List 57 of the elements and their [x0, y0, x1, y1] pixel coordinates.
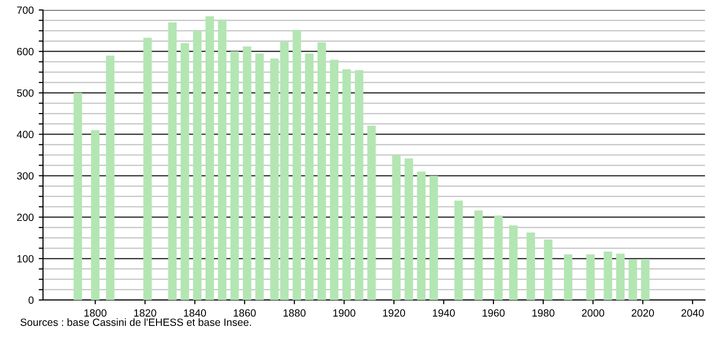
x-tick-label: 1980 [532, 309, 554, 317]
y-tick-label: 400 [16, 130, 34, 138]
x-tick-label: 1940 [432, 309, 455, 317]
bar [586, 254, 595, 300]
x-tick-label: 1860 [234, 309, 256, 317]
bar [255, 54, 264, 300]
y-tick-label: 500 [17, 89, 34, 97]
bar [367, 126, 376, 300]
bar [74, 92, 82, 300]
bar [354, 70, 364, 300]
bar [106, 56, 114, 300]
bar [230, 51, 239, 300]
bar [628, 259, 638, 300]
bar [494, 215, 503, 300]
x-tick-label: 2000 [582, 309, 604, 317]
bar [544, 240, 552, 300]
x-tick-label: 2040 [681, 309, 704, 317]
bar [417, 172, 426, 300]
bar [218, 20, 226, 300]
bar [454, 200, 463, 300]
y-tick-label: 100 [17, 255, 34, 262]
x-tick-label: 1900 [333, 309, 356, 317]
x-tick-label: 1880 [284, 309, 306, 317]
bar [193, 30, 202, 300]
bar [342, 69, 351, 300]
y-tick-label: 0 [28, 296, 34, 304]
bar [430, 176, 438, 300]
x-tick-label: 1960 [482, 309, 505, 317]
bar [509, 225, 518, 300]
bar [305, 54, 314, 300]
bar [616, 254, 625, 300]
y-tick-label: 200 [17, 214, 34, 222]
y-tick-label: 300 [16, 172, 34, 180]
bar [206, 16, 214, 300]
source-note: Sources : base Cassini de l'EHESS et base Insee. [20, 318, 251, 326]
bar [474, 210, 483, 300]
bar [318, 42, 326, 300]
bar [604, 252, 612, 300]
bar [242, 46, 252, 300]
x-tick-label: 1840 [184, 309, 206, 317]
x-tick-label: 1800 [84, 309, 106, 317]
x-tick-label: 1820 [134, 309, 156, 317]
y-tick-label: 600 [17, 48, 34, 56]
bar [292, 30, 302, 300]
bar [641, 258, 650, 300]
bar [330, 60, 338, 300]
bar [404, 158, 414, 300]
bar [564, 254, 572, 300]
bar [168, 22, 177, 300]
bar [526, 232, 536, 300]
bar [91, 130, 100, 300]
y-tick-label: 700 [17, 6, 34, 14]
x-tick-label: 2020 [632, 309, 654, 317]
x-tick-label: 1920 [383, 309, 406, 317]
bar [180, 43, 190, 300]
bar [392, 155, 401, 300]
bar [143, 38, 152, 300]
